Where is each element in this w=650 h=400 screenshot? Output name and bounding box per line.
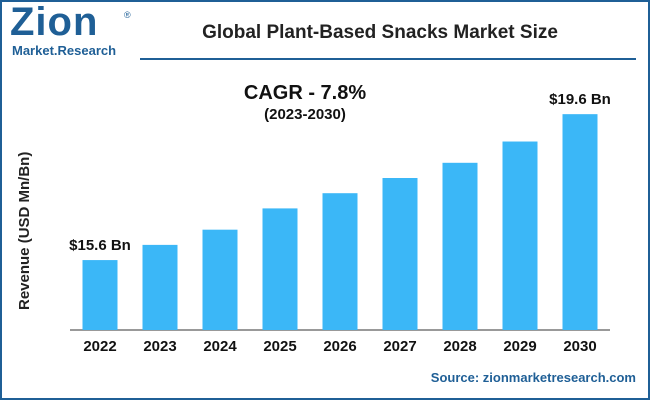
bar-2030 bbox=[562, 114, 598, 330]
x-ticks-group: 2022 2023 2024 2025 2026 2027 2028 2029 2030 bbox=[83, 338, 596, 355]
bar-2027 bbox=[382, 178, 418, 330]
x-tick-2024: 2024 bbox=[203, 338, 237, 355]
bar-2023 bbox=[142, 244, 178, 330]
x-tick-2027: 2027 bbox=[383, 338, 416, 355]
data-label-2030: $19.6 Bn bbox=[549, 91, 611, 108]
cagr-label: CAGR - 7.8% bbox=[243, 82, 367, 104]
x-tick-2025: 2025 bbox=[263, 338, 296, 355]
data-labels-group: $15.6 Bn $19.6 Bn bbox=[69, 91, 611, 254]
title-underline bbox=[140, 58, 636, 60]
chart-title: Global Plant-Based Snacks Market Size bbox=[202, 22, 558, 43]
source-note: Source: zionmarketresearch.com bbox=[430, 370, 636, 385]
cagr-period: (2023-2030) bbox=[264, 106, 346, 123]
bar-2026 bbox=[322, 193, 358, 330]
bar-2024 bbox=[202, 229, 238, 330]
bar-2028 bbox=[442, 162, 478, 330]
x-tick-2028: 2028 bbox=[443, 338, 476, 355]
x-tick-2023: 2023 bbox=[143, 338, 176, 355]
logo-subtitle: Market.Research bbox=[12, 43, 117, 58]
bar-2029 bbox=[502, 141, 538, 330]
brand-logo: Zion ® Market.Research bbox=[10, 0, 131, 62]
bar-2022 bbox=[82, 260, 118, 330]
x-tick-2022: 2022 bbox=[83, 338, 116, 355]
x-tick-2030: 2030 bbox=[563, 338, 596, 355]
data-label-2022: $15.6 Bn bbox=[69, 237, 131, 254]
logo-word: Zion bbox=[10, 0, 99, 44]
logo-registered-mark: ® bbox=[124, 10, 131, 20]
bars-group bbox=[82, 114, 598, 330]
x-tick-2026: 2026 bbox=[323, 338, 356, 355]
bar-2025 bbox=[262, 208, 298, 330]
x-tick-2029: 2029 bbox=[503, 338, 536, 355]
